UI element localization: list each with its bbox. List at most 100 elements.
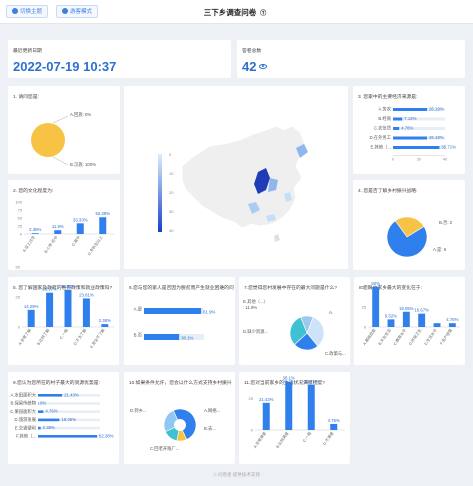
slice-label: A.回族: 0% bbox=[70, 111, 91, 118]
leader-line bbox=[52, 156, 69, 166]
x-tick-label: B.文化生活 bbox=[377, 328, 392, 346]
data-label: 52.38% bbox=[99, 433, 114, 438]
x-tick-label: D.专科及以上 bbox=[86, 235, 103, 257]
chart-title-q1: 1. 请问您是: bbox=[13, 95, 39, 100]
data-label: 21.43% bbox=[259, 397, 274, 402]
guest-mode-button[interactable]: 游客模式 bbox=[56, 5, 99, 18]
bar bbox=[101, 324, 109, 327]
donut-hole bbox=[174, 419, 186, 431]
chart-card-q10: 10.如果条件允许，您会以什么方式支持乡村振兴 A.网络... B.去... C.回老… bbox=[124, 372, 235, 464]
bar bbox=[448, 323, 456, 327]
eye-icon bbox=[62, 8, 68, 14]
category-label: C.果园面积大 bbox=[10, 408, 36, 415]
y-tick-label: 25 bbox=[249, 396, 254, 401]
data-label: 52.38% bbox=[95, 211, 110, 216]
chart-card-q5: 5. 您了解国家及政府的惠农政策和就业政策吗? 0 25 50 14.29% A.非常了解… bbox=[8, 265, 119, 365]
bar bbox=[402, 311, 410, 327]
chart-card-q9: 9.您认为您所在的村子最大的资源优势是: A.水田面积大 21.43% B.保留传统物… bbox=[8, 372, 119, 464]
bar-track bbox=[393, 117, 445, 121]
chart-card-q8: 8.您眼中家乡最大的变化在于: 0 25 50 50% A.基础设施 9.52% B.文化生活… bbox=[354, 277, 465, 365]
color-scale bbox=[158, 154, 162, 232]
x-tick-label: A.非常满意 bbox=[252, 431, 267, 449]
latest-update-label: 最近更新日期 bbox=[13, 49, 42, 54]
bar-track bbox=[38, 418, 100, 422]
region-guangdong bbox=[266, 214, 276, 222]
chart-q9: A.水田面积大 21.43% B.保留传统物 0% C.果园面积大 4.76% D.旅游发展… bbox=[10, 392, 114, 440]
data-label: 2.38% bbox=[99, 318, 111, 323]
category-label: B.否 bbox=[134, 333, 143, 339]
bar bbox=[144, 308, 202, 314]
translate-icon[interactable]: Ⓣ bbox=[260, 11, 267, 17]
x-tick-label: C.一般 bbox=[58, 328, 69, 340]
bar bbox=[393, 146, 440, 149]
y-tick-label: 50 bbox=[362, 285, 367, 290]
x-tick-label: E.完全不了解 bbox=[89, 328, 106, 350]
x-tick-label: C.高中 bbox=[70, 235, 81, 247]
bar bbox=[38, 394, 63, 397]
pie-slice bbox=[306, 316, 325, 347]
latest-update-card: 最近更新日期 2022-07-19 10:37 bbox=[8, 40, 231, 78]
chart-card-q1: 1. 请问您是: A.回族: 0% B.汉族: 100% bbox=[8, 86, 120, 174]
data-label: 30.95% bbox=[61, 284, 76, 289]
bar bbox=[433, 323, 441, 327]
slice-label: D.到乡... bbox=[130, 407, 146, 413]
chart-card-q6: 6.您与您的家人是否因为脱贫而产生就业困难的问 A.是 61.9% B.否 38.1% bbox=[124, 277, 235, 365]
x-tick-label: A.没上过学 bbox=[21, 235, 36, 253]
scale-label: 10 bbox=[169, 171, 174, 176]
data-label: 0% bbox=[40, 401, 46, 406]
y-tick-label: 25 bbox=[16, 295, 21, 300]
region-hunan bbox=[248, 202, 260, 214]
x-tick-label: E.生活水平 bbox=[423, 328, 438, 346]
data-label: 50% bbox=[371, 281, 380, 286]
category-label: D.在外务工 bbox=[370, 134, 392, 141]
data-label: 35.71% bbox=[304, 379, 319, 384]
bar bbox=[38, 418, 60, 422]
bar bbox=[393, 127, 400, 130]
chart-q3: A.务农 26.19% B.经商 7.14% C.农信贷 4.76% D.在外务工 26.19… bbox=[370, 106, 457, 162]
chart-title-q8: 8.您眼中家乡最大的变化在于: bbox=[359, 286, 422, 291]
palette-icon bbox=[12, 8, 18, 14]
data-label: 28.57% bbox=[42, 287, 57, 292]
chart-q2: 0 25 50 75 100 2.38% A.没上过学 11.9% B.小学-初中 33.33% C… bbox=[15, 200, 114, 257]
y-tick-label: 25 bbox=[18, 224, 23, 229]
x-tick-label: D.不太了解 bbox=[72, 328, 87, 347]
bar bbox=[262, 402, 270, 430]
switch-theme-button[interactable]: 切换主题 bbox=[6, 5, 49, 18]
eye-icon[interactable] bbox=[259, 64, 268, 69]
chart-title-q6: 6.您与您的家人是否因为脱贫而产生就业困难的问 bbox=[129, 286, 234, 291]
bar bbox=[393, 136, 428, 140]
x-tick-label: 20 bbox=[417, 158, 421, 162]
x-tick-label: A.基础设施 bbox=[362, 328, 377, 346]
chart-q4: B.否: 2 A.是: 6 bbox=[386, 216, 453, 258]
chart-q5: 0 25 50 14.29% A.非常了解 28.57% B.比较了解 30.95% C.一般 2… bbox=[16, 265, 114, 350]
region-zhejiang bbox=[284, 192, 292, 202]
chart-card-q11: 11.您对当前家乡的生活状况满意程度? 0 25 21.43% A.非常满意 38.1% B… bbox=[239, 372, 350, 464]
slice-label: D.缺少资源... bbox=[243, 328, 268, 335]
data-label: 26.19% bbox=[429, 107, 444, 112]
data-label: 38.1% bbox=[283, 376, 295, 381]
category-label: B.经商 bbox=[378, 115, 391, 122]
bar bbox=[31, 233, 39, 234]
bar bbox=[64, 289, 72, 327]
bar bbox=[38, 402, 39, 405]
bar bbox=[99, 217, 107, 234]
y-tick-label: 0 bbox=[364, 325, 367, 330]
data-label: 11.9% bbox=[52, 224, 64, 229]
data-label: 2.38% bbox=[29, 227, 41, 232]
total-responses-card: 答卷总数 42 bbox=[237, 40, 465, 78]
page-title: 三下乡调查问卷 Ⓣ bbox=[150, 7, 320, 18]
bar bbox=[27, 309, 35, 327]
slice-label: : 11.9% bbox=[243, 305, 257, 310]
chart-title-q10: 10.如果条件允许，您会以什么方式支持乡村振兴 bbox=[129, 381, 232, 386]
footer-text: 问卷星 提供技术支持 bbox=[218, 472, 260, 477]
pie-slice bbox=[386, 220, 428, 258]
y-tick-label: 50 bbox=[16, 265, 21, 270]
chart-title-q4: 4. 您是否了解乡村振兴战略: bbox=[358, 189, 418, 194]
region-shanxi bbox=[254, 168, 270, 194]
category-label: E.其他（... bbox=[370, 144, 391, 151]
chart-card-q2: 2. 您的文化程度为: 0 25 50 75 100 2.38% A.没上过学 11.9% B.小… bbox=[8, 180, 120, 270]
y-tick-label: 50 bbox=[18, 216, 23, 221]
chart-card-q4: 4. 您是否了解乡村振兴战略: B.否: 2 A.是: 6 bbox=[353, 180, 465, 270]
y-tick-label: 25 bbox=[362, 305, 367, 310]
chart-title-q11: 11.您对当前家乡的生活状况满意程度? bbox=[244, 381, 325, 386]
